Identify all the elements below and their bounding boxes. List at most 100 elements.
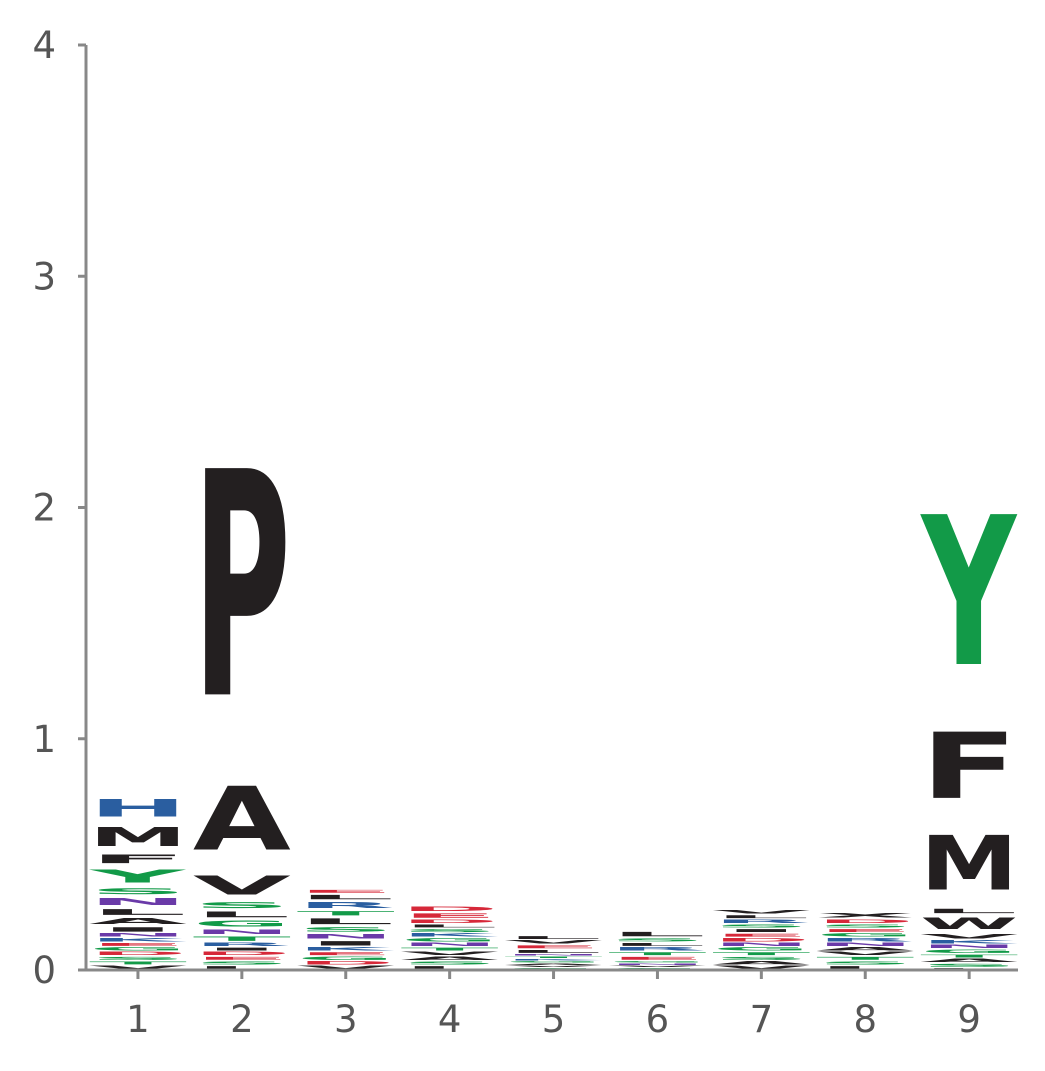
logo-letter: D [816,919,914,924]
logo-letter: L [193,965,291,970]
logo-letter: K [920,940,1018,945]
logo-letter: E [816,928,914,933]
logo-letter: F [920,715,1018,820]
logo-letter: T [193,935,291,942]
logo-letter: S [608,938,706,943]
logo-letter: S [89,887,187,896]
logo-letter: R [608,947,706,952]
y-tick-label: 1 [32,718,56,761]
logo-letter: A [89,917,187,926]
y-axis-ticks: 0 1 2 3 4 [32,24,86,992]
logo-letter: A [920,958,1018,963]
logo-letter: L [608,931,706,938]
logo-letter: E [297,889,395,894]
logo-letter: S [401,928,499,933]
logo-letter: V [920,933,1018,940]
logo-letter: L [505,935,603,940]
logo-letter: X [816,912,914,919]
logo-letter: K [89,938,187,943]
logo-letter: E [505,945,603,950]
logo-letter: N [297,933,395,940]
logo-letter: M [89,822,187,852]
logo-letter: V [712,910,810,915]
logo-letter: E [89,942,187,947]
logo-letter: L [401,965,499,970]
logo-letter: L [297,894,395,901]
logo-letter: D [401,919,499,924]
logo-letter: L [505,949,603,954]
logo-letter: N [89,896,187,908]
x-tick-label: 4 [438,998,462,1041]
logo-letter: S [401,961,499,966]
logo-letter: R [712,919,810,924]
logo-letter: F [89,852,187,866]
logo-letter: A [401,956,499,961]
logo-letter: Y [920,473,1018,713]
logo-letter: N [193,928,291,935]
logo-letter: D [297,961,395,966]
logo-letter: L [608,942,706,947]
logo-letter: D [712,938,810,943]
logo-letter-stacks: VTSDGEKNIALNSYFMHLSEDIRTNGLSVAPVDGEKINSL… [89,407,1018,970]
logo-letter: E [712,933,810,938]
logo-letter: S [193,901,291,910]
x-tick-label: 6 [646,998,670,1041]
logo-letter: I [89,926,187,933]
logo-letter: M [920,820,1018,907]
logo-letter: E [297,952,395,957]
y-tick-label: 4 [32,24,56,67]
logo-letter: E [401,912,499,919]
logo-letter: G [193,919,291,928]
logo-letter: G [401,938,499,943]
logo-letter: R [297,901,395,910]
y-tick-label: 2 [32,487,56,530]
logo-letter: G [920,949,1018,954]
logo-letter: S [712,924,810,929]
x-tick-label: 9 [957,998,981,1041]
x-tick-label: 5 [542,998,566,1041]
logo-letter: S [816,961,914,966]
logo-letter: R [193,942,291,947]
logo-letter: G [816,933,914,938]
logo-letter: L [712,915,810,920]
logo-letter: V [193,871,291,901]
logo-letter: T [401,947,499,952]
logo-letter: T [816,956,914,961]
logo-letter: Y [89,866,187,887]
x-tick-label: 2 [230,998,254,1041]
logo-letter: G [608,961,706,963]
logo-letter: H [89,794,187,822]
logo-letter: E [608,956,706,961]
logo-letter: S [816,924,914,929]
logo-letter: S [297,926,395,933]
logo-letter: L [193,910,291,919]
x-tick-label: 3 [334,998,358,1041]
logo-letter: T [297,910,395,917]
logo-letter: D [193,951,291,956]
logo-letter: N [608,963,706,965]
logo-letter: S [712,956,810,961]
logo-letter: S [193,961,291,966]
logo-letter: N [816,942,914,947]
logo-letter: A [505,963,603,965]
logo-letter: T [712,952,810,957]
logo-letter: P [193,407,291,768]
logo-letter: V [297,965,395,970]
logo-letter: K [505,958,603,960]
logo-letter: I [193,947,291,952]
x-axis-ticks: 1 2 3 4 5 6 7 8 9 [126,970,981,1041]
logo-letter: L [297,917,395,926]
logo-letter: V [712,965,810,970]
logo-letter: N [920,945,1018,950]
logo-letter: W [920,915,1018,933]
logo-letter: V [505,940,603,945]
y-tick-label: 3 [32,255,56,298]
logo-letter: N [401,942,499,947]
logo-letter: L [816,965,914,970]
logo-letter: D [89,951,187,956]
logo-letter: T [89,961,187,966]
logo-letter: D [401,905,499,912]
y-tick-label: 0 [32,949,56,992]
logo-letter: I [712,928,810,933]
